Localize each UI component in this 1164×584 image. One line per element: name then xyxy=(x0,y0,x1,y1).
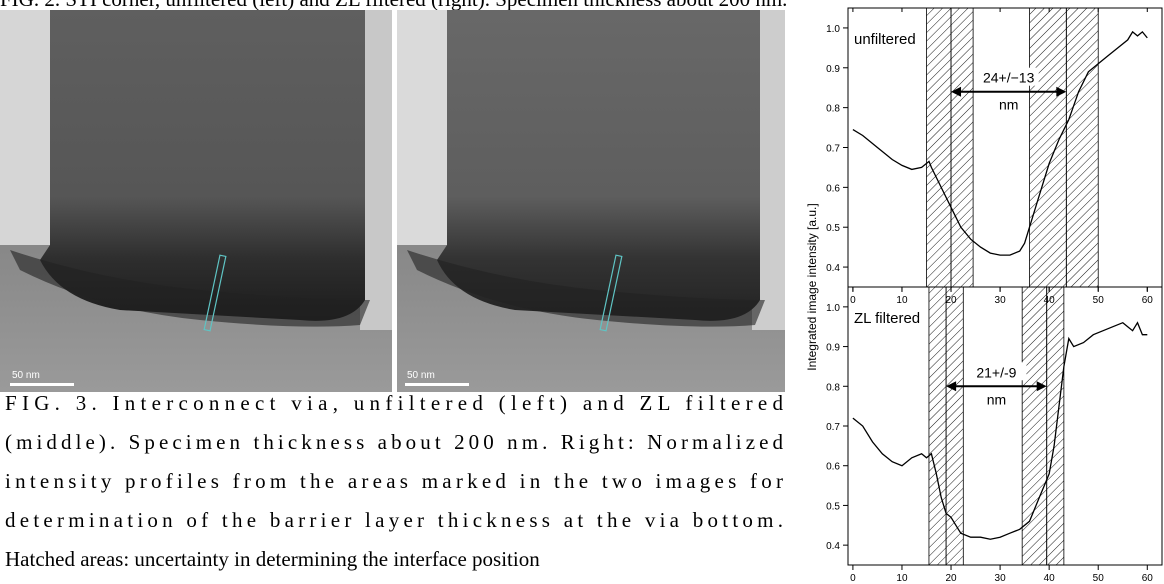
caption-line: intensity profiles from the areas marked… xyxy=(5,469,783,493)
micrograph-zl-filtered xyxy=(397,10,785,392)
data-line xyxy=(852,30,1148,256)
hatched-band xyxy=(926,7,952,288)
x-tick-label: 60 xyxy=(1142,573,1154,584)
annotation-unit: nm xyxy=(999,97,1018,113)
caption-line: FIG. 3. Interconnect via, unfiltered (le… xyxy=(5,391,784,415)
x-tick-label: 40 xyxy=(1044,573,1056,584)
legend-label: unfiltered xyxy=(854,31,916,48)
y-tick-label: 0.5 xyxy=(826,223,840,234)
hatched-band xyxy=(1021,286,1048,566)
y-tick-label: 0.6 xyxy=(826,462,840,473)
x-tick-label: 10 xyxy=(896,295,908,306)
y-axis-label: Integrated image intensity [a.u.] xyxy=(805,203,819,370)
annotation-bg xyxy=(978,67,1039,86)
hatched-band xyxy=(1029,7,1067,288)
y-tick-label: 0.7 xyxy=(826,422,840,433)
hatched-band xyxy=(928,286,947,566)
x-tick-label: 50 xyxy=(1093,573,1105,584)
x-tick-label: 30 xyxy=(995,573,1007,584)
annotation-bg xyxy=(966,362,1027,381)
y-tick-label: 0.4 xyxy=(826,541,840,552)
y-tick-label: 1.0 xyxy=(826,303,840,314)
caption: FIG. 3. Interconnect via, unfiltered (le… xyxy=(5,391,784,571)
y-tick-label: 0.5 xyxy=(826,501,840,512)
plot-frame xyxy=(847,286,1163,566)
charts: 0.4 0.5 0.6 0.7 0.8 0.9 1.0 0 10 20 30 40 50 60 unfilt… xyxy=(805,7,1163,584)
caption-line: (middle). Specimen thickness about 200 n… xyxy=(5,430,784,454)
hatched-band xyxy=(1046,286,1065,566)
scale-bar-label: 50 nm xyxy=(407,370,435,381)
annotation-unit: nm xyxy=(987,391,1006,407)
y-tick-label: 1.0 xyxy=(826,24,840,35)
y-tick-label: 0.8 xyxy=(826,104,840,115)
hatched-band xyxy=(1065,7,1099,288)
y-tick-label: 0.4 xyxy=(826,263,840,274)
x-tick-label: 60 xyxy=(1142,295,1154,306)
y-tick-label: 0.7 xyxy=(826,144,840,155)
header-text: FIG. 2. STI corner, unfiltered (left) an… xyxy=(0,0,787,11)
annotation-text: 24+/−13 xyxy=(983,70,1035,86)
y-tick-label: 0.8 xyxy=(826,382,840,393)
x-tick-label: 30 xyxy=(995,295,1007,306)
annotation-bg xyxy=(992,95,1025,114)
x-tick-label: 20 xyxy=(945,573,957,584)
x-tick-label: 10 xyxy=(896,573,908,584)
micrograph-unfiltered xyxy=(0,10,392,392)
y-tick-label: 0.6 xyxy=(826,183,840,194)
legend-label: ZL filtered xyxy=(854,310,920,327)
y-tick-label: 0.9 xyxy=(826,64,840,75)
x-tick-label: 0 xyxy=(850,295,856,306)
caption-line: Hatched areas: uncertainty in determinin… xyxy=(5,547,540,571)
annotation-bg xyxy=(980,390,1013,409)
y-tick-label: 0.9 xyxy=(826,343,840,354)
annotation-text: 21+/-9 xyxy=(976,364,1016,380)
scale-bar-label: 50 nm xyxy=(12,370,40,381)
x-tick-label: 0 xyxy=(850,573,856,584)
data-line xyxy=(852,321,1148,540)
x-tick-label: 50 xyxy=(1093,295,1105,306)
hatched-band xyxy=(950,7,974,288)
caption-line: determination of the barrier layer thick… xyxy=(5,508,783,532)
